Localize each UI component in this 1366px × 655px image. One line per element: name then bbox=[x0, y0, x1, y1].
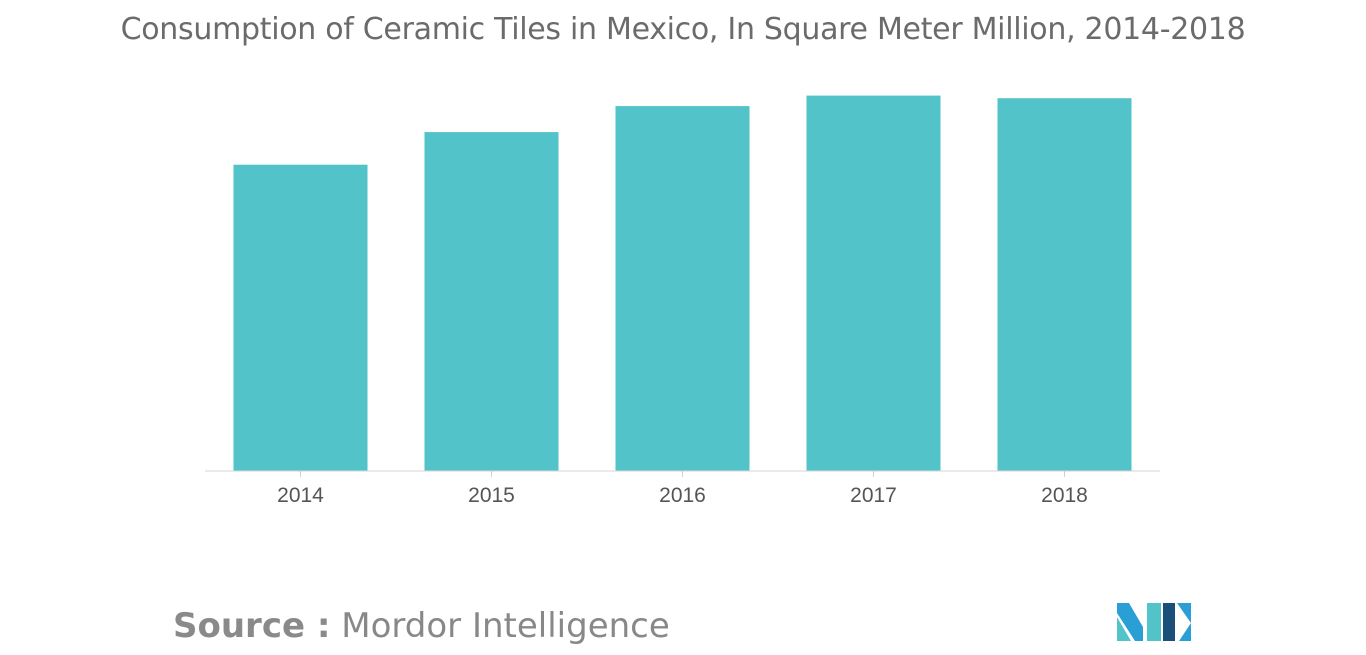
x-axis-ticks: 2014 2015 2016 2017 2018 bbox=[277, 471, 1088, 507]
mordor-intelligence-logo-icon bbox=[1117, 603, 1191, 641]
x-tick-label-2017: 2017 bbox=[850, 484, 897, 507]
bar-2016 bbox=[615, 106, 750, 471]
x-tick-label-2014: 2014 bbox=[277, 484, 324, 507]
source-note: Source : Mordor Intelligence bbox=[173, 606, 670, 646]
bar-group bbox=[233, 95, 1132, 471]
chart-title: Consumption of Ceramic Tiles in Mexico, … bbox=[120, 12, 1246, 47]
bar-2018 bbox=[997, 98, 1132, 471]
source-name: Mordor Intelligence bbox=[341, 606, 670, 646]
x-tick-label-2016: 2016 bbox=[659, 484, 706, 507]
bar-2015 bbox=[424, 132, 559, 471]
bar-2014 bbox=[233, 164, 368, 471]
bar-chart: 2014 2015 2016 2017 2018 bbox=[205, 95, 1160, 507]
x-tick-label-2018: 2018 bbox=[1041, 484, 1088, 507]
bar-2017 bbox=[806, 95, 941, 471]
x-tick-label-2015: 2015 bbox=[468, 484, 515, 507]
source-label: Source : bbox=[173, 606, 331, 646]
